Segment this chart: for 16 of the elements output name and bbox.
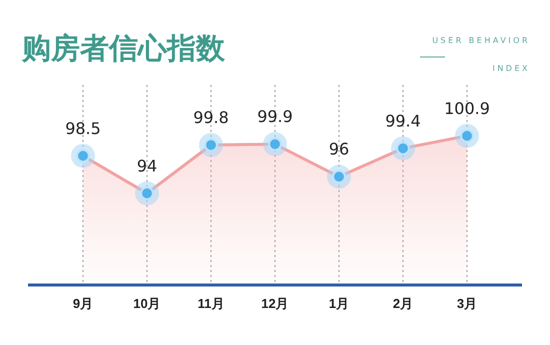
text: USER BEHAVIOR INDEX [432,36,530,73]
x-tick-label: 3月 [456,296,478,312]
data-label: 99.9 [257,107,293,126]
x-tick-label: 11月 [198,296,224,312]
data-label: 100.9 [444,98,490,118]
x-tick-label: 2月 [392,296,414,312]
data-label: 99.8 [193,108,229,127]
data-label: 99.4 [385,111,421,130]
data-label: 96 [328,140,350,159]
data-label: 94 [136,156,158,176]
x-tick-label: 10月 [133,296,161,312]
x-tick-label: 9月 [72,296,94,312]
chart-title: 购房者信心指数 [21,31,226,65]
x-tick-label: 12月 [261,296,289,312]
data-label: 98.5 [65,118,101,138]
x-tick-label: 1月 [328,296,350,312]
